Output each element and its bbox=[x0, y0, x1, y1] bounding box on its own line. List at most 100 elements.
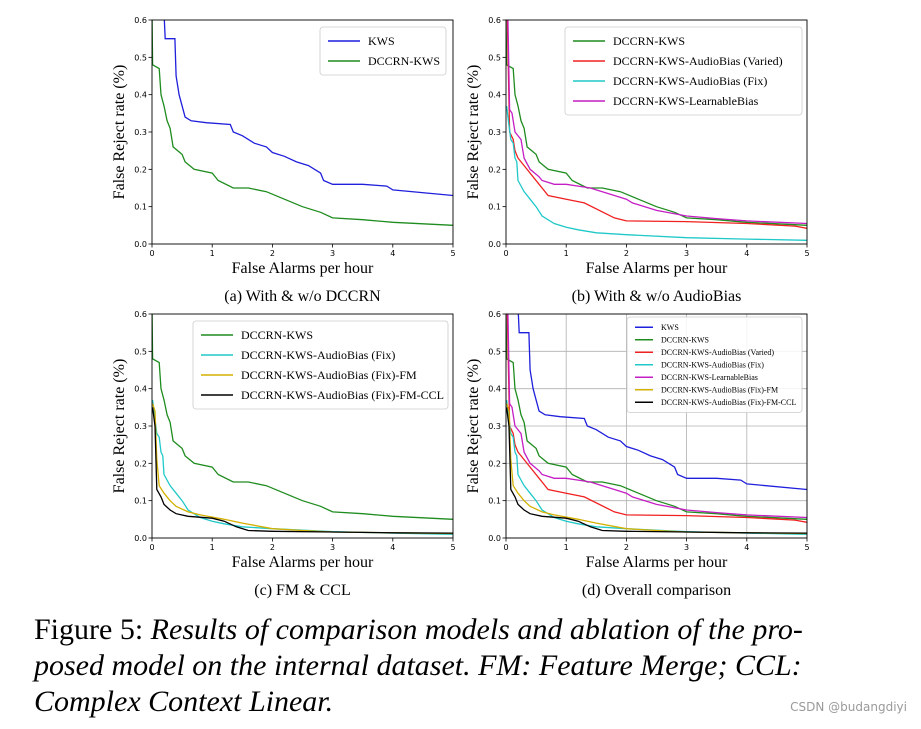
y-tick-label: 0.6 bbox=[134, 310, 147, 319]
figure-caption-label: Figure 5: bbox=[34, 613, 144, 646]
legend-label-kws: KWS bbox=[368, 34, 395, 48]
legend-label-kws: KWS bbox=[661, 323, 679, 332]
legend: DCCRN-KWS DCCRN-KWS-AudioBias (Varied) DCC… bbox=[564, 26, 803, 116]
y-tick-label: 0.3 bbox=[134, 128, 147, 137]
figure-caption-line-2: posed model on the internal dataset. FM:… bbox=[34, 649, 802, 682]
subplot-caption: (a) With & w/o DCCRN bbox=[224, 288, 381, 305]
chart-3: 0 1 2 3 4 5 0.0 0.1 0.2 0.3 0.4 0.5 0.6 False Alarms … bbox=[111, 310, 456, 599]
y-tick-label: 0.0 bbox=[488, 240, 501, 249]
y-axis-label: False Reject rate (%) bbox=[111, 65, 128, 200]
y-axis-label: False Reject rate (%) bbox=[111, 359, 128, 494]
x-tick-label: 3 bbox=[330, 543, 335, 552]
figure-caption: Figure 5: Results of comparison models a… bbox=[34, 612, 914, 720]
y-tick-label: 0.6 bbox=[488, 16, 501, 25]
legend: KWS DCCRN-KWS DCCRN-KWS-AudioBias (Varied)… bbox=[626, 316, 803, 413]
y-tick-label: 0.2 bbox=[488, 459, 501, 468]
x-tick-label: 5 bbox=[450, 249, 455, 258]
y-tick-label: 0.0 bbox=[134, 534, 147, 543]
subplot-caption: (d) Overall comparison bbox=[582, 582, 731, 599]
series-line-dccrn-kws bbox=[152, 314, 453, 520]
series-line-dccrn-kws-audiobias-fix-fm-ccl bbox=[506, 407, 807, 534]
subplot-caption: (b) With & w/o AudioBias bbox=[572, 288, 742, 305]
x-tick-label: 2 bbox=[270, 543, 275, 552]
x-tick-label: 1 bbox=[564, 543, 569, 552]
legend-label-dccrn-kws-audiobias-varied: DCCRN-KWS-AudioBias (Varied) bbox=[661, 348, 774, 357]
legend-label-dccrn-kws-audiobias-fix: DCCRN-KWS-AudioBias (Fix) bbox=[241, 348, 395, 362]
series-line-dccrn-kws-audiobias-fix-fm bbox=[152, 403, 453, 535]
y-tick-label: 0.4 bbox=[488, 385, 501, 394]
y-tick-label: 0.3 bbox=[488, 422, 501, 431]
y-tick-label: 0.5 bbox=[488, 347, 501, 356]
x-axis-label: False Alarms per hour bbox=[586, 554, 728, 571]
y-tick-label: 0.2 bbox=[134, 165, 147, 174]
legend-box bbox=[564, 26, 803, 116]
y-tick-label: 0.1 bbox=[488, 203, 501, 212]
y-tick-label: 0.3 bbox=[488, 128, 501, 137]
x-axis-label: False Alarms per hour bbox=[586, 260, 728, 277]
x-tick-label: 4 bbox=[744, 543, 749, 552]
series-line-dccrn-kws bbox=[152, 20, 453, 226]
legend-box bbox=[192, 320, 449, 410]
legend-label-dccrn-kws-learnablebias: DCCRN-KWS-LearnableBias bbox=[613, 94, 759, 108]
x-tick-label: 3 bbox=[684, 249, 689, 258]
x-tick-label: 4 bbox=[390, 543, 395, 552]
legend-box bbox=[626, 316, 803, 413]
legend-label-dccrn-kws: DCCRN-KWS bbox=[661, 336, 709, 345]
legend-label-dccrn-kws-audiobias-fix: DCCRN-KWS-AudioBias (Fix) bbox=[661, 361, 764, 370]
chart-2: 0 1 2 3 4 5 0.0 0.1 0.2 0.3 0.4 0.5 0.6 False Alarms … bbox=[465, 16, 810, 305]
legend-label-dccrn-kws-audiobias-fix-fm-ccl: DCCRN-KWS-AudioBias (Fix)-FM-CCL bbox=[661, 398, 796, 407]
legend: DCCRN-KWS DCCRN-KWS-AudioBias (Fix) DCCRN-… bbox=[192, 320, 449, 410]
x-tick-label: 0 bbox=[503, 249, 508, 258]
chart-4: 0 1 2 3 4 5 0.0 0.1 0.2 0.3 0.4 0.5 0.6 False Alarms … bbox=[465, 310, 810, 599]
y-tick-label: 0.2 bbox=[134, 459, 147, 468]
x-tick-label: 2 bbox=[624, 543, 629, 552]
legend-box bbox=[319, 26, 447, 76]
series-line-dccrn-kws-learnablebias bbox=[507, 20, 807, 225]
x-tick-label: 0 bbox=[149, 543, 154, 552]
x-tick-label: 5 bbox=[450, 543, 455, 552]
x-tick-label: 5 bbox=[804, 249, 809, 258]
y-tick-label: 0.4 bbox=[134, 385, 147, 394]
y-tick-label: 0.6 bbox=[134, 16, 147, 25]
legend-label-dccrn-kws: DCCRN-KWS bbox=[613, 34, 685, 48]
figure-caption-line-3: Complex Context Linear. bbox=[34, 685, 334, 718]
y-tick-label: 0.5 bbox=[488, 53, 501, 62]
x-tick-label: 3 bbox=[684, 543, 689, 552]
y-tick-label: 0.5 bbox=[134, 53, 147, 62]
legend-label-dccrn-kws-audiobias-fix-fm: DCCRN-KWS-AudioBias (Fix)-FM bbox=[241, 368, 417, 382]
x-axis-label: False Alarms per hour bbox=[232, 554, 374, 571]
y-tick-label: 0.1 bbox=[488, 497, 501, 506]
x-tick-label: 3 bbox=[330, 249, 335, 258]
subplot-caption: (c) FM & CCL bbox=[254, 582, 350, 599]
y-axis-label: False Reject rate (%) bbox=[465, 65, 482, 200]
legend-label-dccrn-kws: DCCRN-KWS bbox=[241, 328, 313, 342]
figure-caption-line-1: Results of comparison models and ablatio… bbox=[150, 613, 803, 646]
chart-1: 0 1 2 3 4 5 0.0 0.1 0.2 0.3 0.4 0.5 0.6 False Alarms … bbox=[111, 16, 456, 305]
series-line-kws bbox=[163, 20, 453, 197]
x-tick-label: 2 bbox=[270, 249, 275, 258]
series-line-dccrn-kws-learnablebias bbox=[507, 314, 807, 519]
y-tick-label: 0.2 bbox=[488, 165, 501, 174]
watermark: CSDN @budangdiyi bbox=[790, 700, 907, 714]
legend-label-dccrn-kws-audiobias-fix-fm: DCCRN-KWS-AudioBias (Fix)-FM bbox=[661, 386, 778, 395]
legend-label-dccrn-kws-learnablebias: DCCRN-KWS-LearnableBias bbox=[661, 373, 758, 382]
legend-label-dccrn-kws-audiobias-fix-fm-ccl: DCCRN-KWS-AudioBias (Fix)-FM-CCL bbox=[241, 388, 444, 402]
y-tick-label: 0.5 bbox=[134, 347, 147, 356]
x-tick-label: 5 bbox=[804, 543, 809, 552]
y-tick-label: 0.4 bbox=[134, 91, 147, 100]
legend-label-dccrn-kws-audiobias-fix: DCCRN-KWS-AudioBias (Fix) bbox=[613, 74, 767, 88]
series-line-dccrn-kws-audiobias-varied bbox=[506, 314, 807, 523]
y-tick-label: 0.1 bbox=[134, 203, 147, 212]
x-tick-label: 2 bbox=[624, 249, 629, 258]
y-tick-label: 0.1 bbox=[134, 497, 147, 506]
y-tick-label: 0.3 bbox=[134, 422, 147, 431]
legend-label-dccrn-kws-audiobias-varied: DCCRN-KWS-AudioBias (Varied) bbox=[613, 54, 783, 68]
x-axis-label: False Alarms per hour bbox=[232, 260, 374, 277]
series-line-dccrn-kws-audiobias-varied bbox=[506, 20, 807, 229]
series-line-dccrn-kws-audiobias-fix-fm-ccl bbox=[152, 407, 453, 534]
y-tick-label: 0.0 bbox=[488, 534, 501, 543]
legend-label-dccrn-kws: DCCRN-KWS bbox=[368, 54, 440, 68]
y-tick-label: 0.6 bbox=[488, 310, 501, 319]
x-tick-label: 0 bbox=[503, 543, 508, 552]
series-line-dccrn-kws-audiobias-fix bbox=[506, 105, 807, 241]
